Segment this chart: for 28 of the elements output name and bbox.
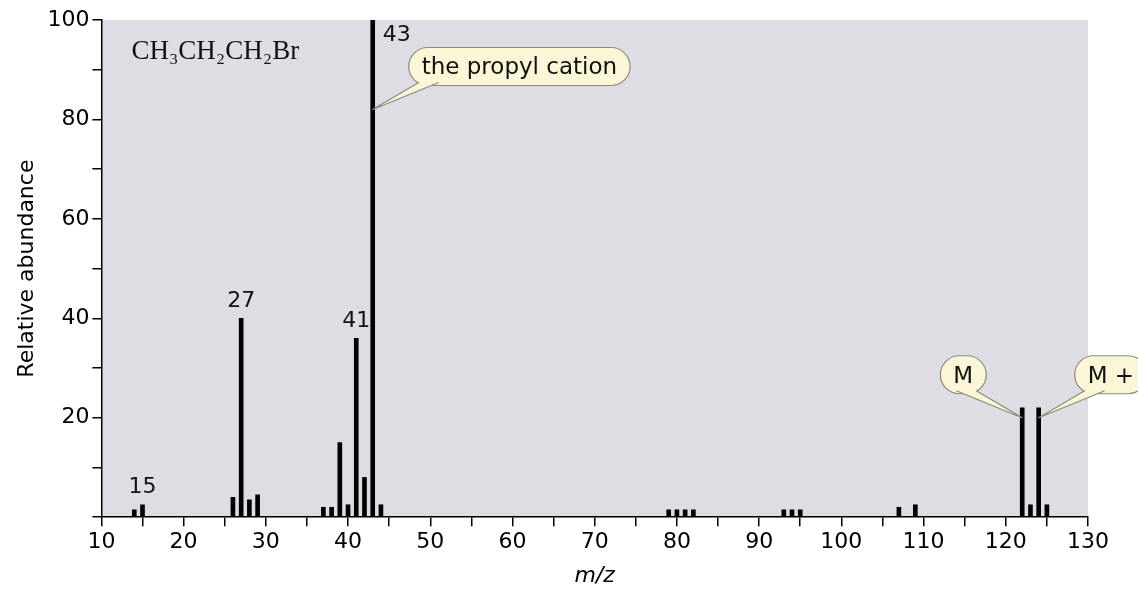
y-axis-title: Relative abundance xyxy=(12,159,38,378)
y-tick-label: 60 xyxy=(61,204,90,230)
annotation: 43 xyxy=(382,20,411,46)
annotation: 41 xyxy=(342,306,371,332)
annotation: M xyxy=(953,361,974,388)
x-tick-label: 120 xyxy=(984,528,1027,554)
x-tick-label: 60 xyxy=(498,528,527,554)
x-tick-label: 10 xyxy=(87,528,116,554)
x-axis-title: m/z xyxy=(574,561,616,587)
x-tick-label: 50 xyxy=(416,528,445,554)
annotation: CH₃CH₂CH₂Br xyxy=(131,34,300,65)
x-tick-label: 130 xyxy=(1067,528,1109,554)
y-tick-label: 100 xyxy=(47,5,90,31)
y-tick-label: 20 xyxy=(61,403,90,429)
x-tick-label: 110 xyxy=(902,528,945,554)
annotation: M + xyxy=(1087,361,1135,388)
annotation: 15 xyxy=(128,473,157,499)
y-tick-label: 80 xyxy=(61,105,90,131)
x-tick-label: 20 xyxy=(169,528,198,554)
x-tick-label: 100 xyxy=(820,528,863,554)
x-tick-label: 70 xyxy=(580,528,609,554)
y-tick-label: 40 xyxy=(61,304,90,330)
x-tick-label: 90 xyxy=(745,528,774,554)
x-tick-label: 80 xyxy=(662,528,691,554)
x-tick-label: 30 xyxy=(251,528,280,554)
annotation: 27 xyxy=(227,287,256,313)
annotation: the propyl cation xyxy=(421,53,618,80)
x-tick-label: 40 xyxy=(334,528,363,554)
